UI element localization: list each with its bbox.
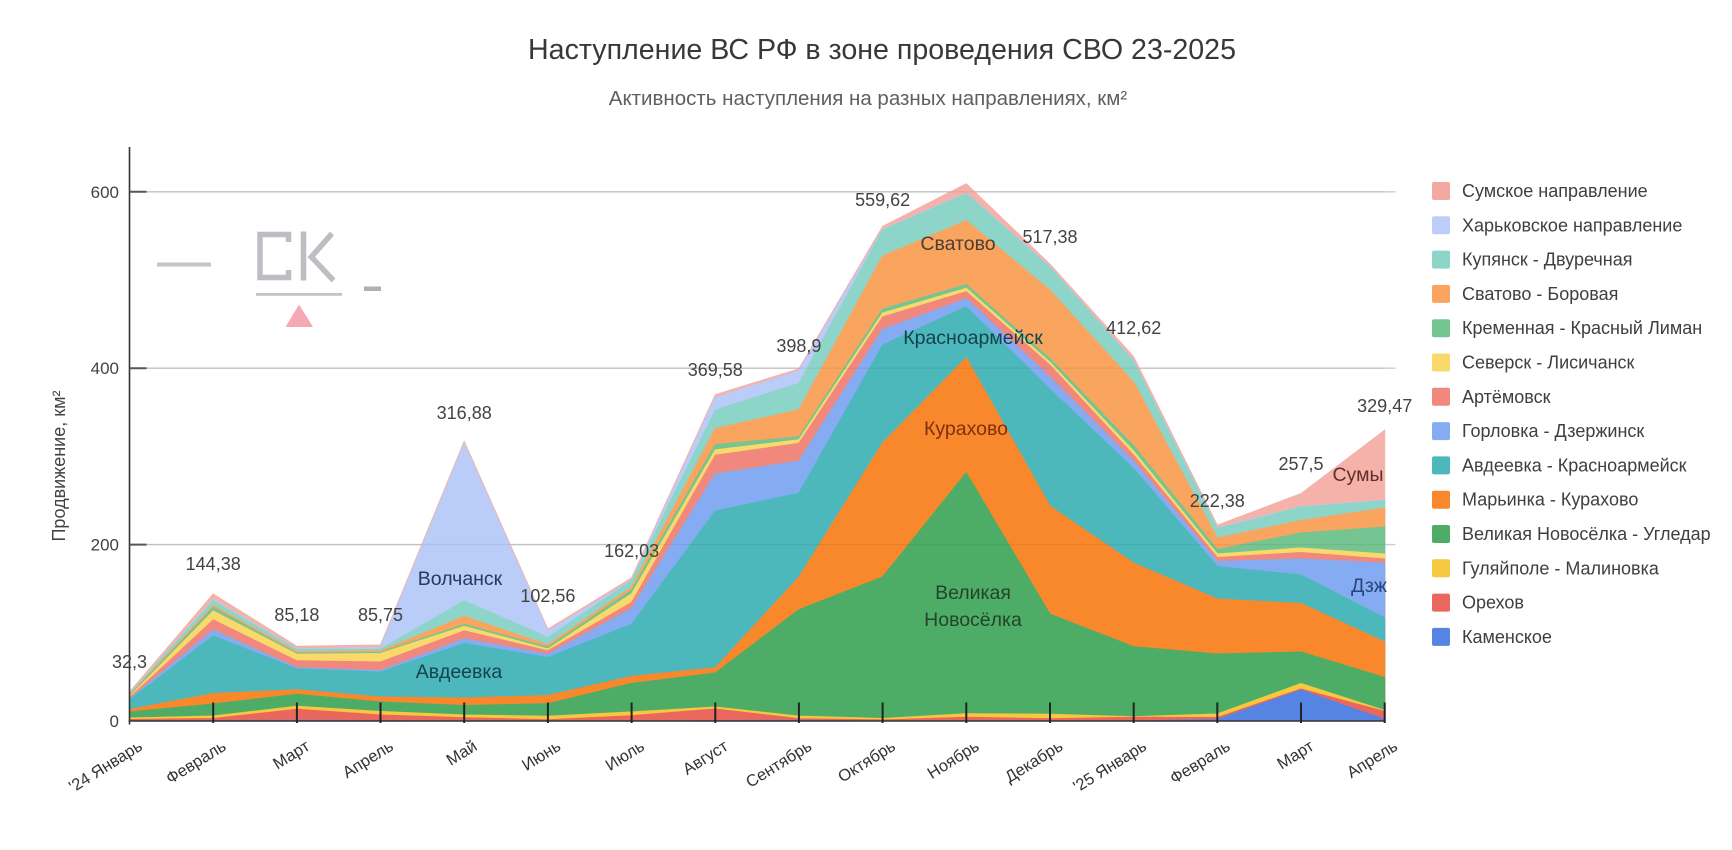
svg-text:316,88: 316,88 (437, 403, 492, 423)
svg-text:144,38: 144,38 (186, 554, 241, 574)
svg-text:Сватово - Боровая: Сватово - Боровая (1462, 284, 1618, 304)
svg-text:Горловка - Дзержинск: Горловка - Дзержинск (1462, 421, 1644, 441)
svg-text:0: 0 (110, 712, 119, 731)
svg-text:Сумское направление: Сумское направление (1462, 181, 1648, 201)
svg-text:Великая: Великая (935, 582, 1011, 604)
svg-text:600: 600 (91, 183, 119, 202)
svg-text:517,38: 517,38 (1022, 227, 1077, 247)
svg-text:162,03: 162,03 (604, 541, 659, 561)
svg-text:Продвижение, км²: Продвижение, км² (49, 391, 69, 542)
svg-text:222,38: 222,38 (1190, 491, 1245, 511)
svg-text:257,5: 257,5 (1278, 454, 1323, 474)
svg-text:Орехов: Орехов (1462, 593, 1524, 613)
svg-text:Сумы: Сумы (1332, 464, 1383, 486)
svg-text:Харьковское направление: Харьковское направление (1462, 215, 1682, 235)
svg-text:85,75: 85,75 (358, 605, 403, 625)
svg-text:Красноармейск: Красноармейск (903, 327, 1043, 349)
svg-text:32,3: 32,3 (112, 652, 147, 672)
svg-text:Кременная - Красный Лиман: Кременная - Красный Лиман (1462, 318, 1702, 338)
svg-text:369,58: 369,58 (688, 360, 743, 380)
svg-text:Артёмовск: Артёмовск (1462, 387, 1551, 407)
svg-text:Наступление ВС РФ в зоне прове: Наступление ВС РФ в зоне проведения СВО … (528, 34, 1236, 66)
svg-text:Новосёлка: Новосёлка (924, 609, 1022, 631)
svg-text:Гуляйполе - Малиновка: Гуляйполе - Малиновка (1462, 558, 1660, 578)
svg-text:200: 200 (91, 536, 119, 555)
svg-text:559,62: 559,62 (855, 190, 910, 210)
svg-text:412,62: 412,62 (1106, 318, 1161, 338)
svg-text:Сватово: Сватово (920, 233, 995, 255)
svg-text:Волчанск: Волчанск (418, 568, 503, 590)
svg-text:Авдеевка - Красноармейск: Авдеевка - Красноармейск (1462, 455, 1687, 475)
svg-text:Курахово: Курахово (924, 418, 1008, 440)
svg-text:Марьинка - Курахово: Марьинка - Курахово (1462, 490, 1638, 510)
svg-text:400: 400 (91, 359, 119, 378)
svg-text:Каменское: Каменское (1462, 627, 1552, 647)
svg-text:Активность наступления на разн: Активность наступления на разных направл… (609, 87, 1128, 110)
svg-text:Авдеевка: Авдеевка (416, 661, 503, 683)
svg-text:329,47: 329,47 (1357, 396, 1412, 416)
svg-text:Северск - Лисичанск: Северск - Лисичанск (1462, 353, 1635, 373)
svg-text:398,9: 398,9 (776, 336, 821, 356)
svg-text:85,18: 85,18 (274, 605, 319, 625)
svg-text:Купянск - Двуречная: Купянск - Двуречная (1462, 250, 1632, 270)
svg-text:Дзж: Дзж (1351, 575, 1387, 597)
svg-text:102,56: 102,56 (520, 586, 575, 606)
svg-text:Великая Новосёлка - Угледар: Великая Новосёлка - Угледар (1462, 524, 1711, 544)
